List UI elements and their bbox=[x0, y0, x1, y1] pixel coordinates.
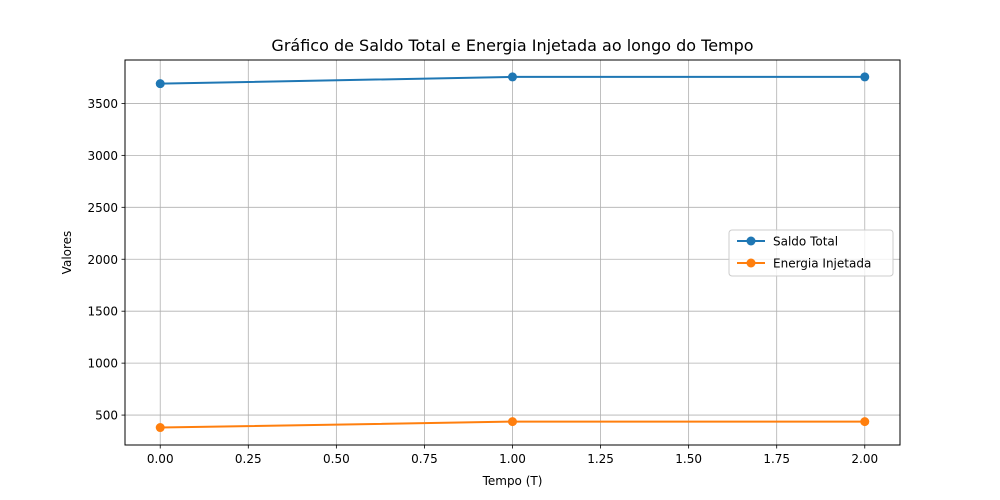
x-tick-label: 1.75 bbox=[763, 452, 790, 466]
x-tick-label: 0.00 bbox=[147, 452, 174, 466]
data-point-1-0 bbox=[155, 423, 165, 433]
y-tick-label: 1000 bbox=[87, 357, 118, 371]
data-point-1-2 bbox=[860, 417, 870, 427]
chart-title: Gráfico de Saldo Total e Energia Injetad… bbox=[271, 36, 753, 55]
y-axis-label: Valores bbox=[60, 231, 74, 275]
legend-label: Energia Injetada bbox=[773, 257, 871, 271]
data-point-1-1 bbox=[508, 417, 517, 427]
y-tick-label: 500 bbox=[95, 409, 118, 423]
y-tick-label: 3000 bbox=[87, 149, 118, 163]
legend-swatch-marker bbox=[746, 236, 756, 246]
y-tick-label: 3500 bbox=[87, 97, 118, 111]
y-tick-label: 1500 bbox=[87, 305, 118, 319]
x-tick-label: 0.25 bbox=[235, 452, 262, 466]
x-tick-label: 1.50 bbox=[675, 452, 702, 466]
y-axis-ticks: 500 1000 1500 2000 2500 3000 3500 bbox=[87, 97, 125, 423]
grid-lines bbox=[125, 60, 900, 445]
data-point-0-1 bbox=[508, 72, 517, 82]
data-point-0-0 bbox=[155, 79, 165, 89]
data-point-0-2 bbox=[860, 72, 870, 82]
legend-frame bbox=[728, 229, 894, 277]
x-tick-label: 0.50 bbox=[323, 452, 350, 466]
legend: Saldo Total Energia Injetada bbox=[728, 229, 894, 277]
x-tick-label: 0.75 bbox=[411, 452, 438, 466]
x-tick-label: 1.25 bbox=[587, 452, 614, 466]
x-tick-label: 2.00 bbox=[851, 452, 878, 466]
legend-label: Saldo Total bbox=[773, 235, 838, 249]
x-axis-ticks: 0.00 0.25 0.50 0.75 1.00 1.25 1.50 1.75 2.00 bbox=[147, 445, 878, 466]
x-tick-label: 1.00 bbox=[499, 452, 526, 466]
x-axis-label: Tempo (T) bbox=[482, 474, 543, 488]
y-tick-label: 2000 bbox=[87, 253, 118, 267]
y-tick-label: 2500 bbox=[87, 201, 118, 215]
series-group bbox=[155, 72, 870, 433]
legend-swatch-marker bbox=[746, 258, 756, 268]
